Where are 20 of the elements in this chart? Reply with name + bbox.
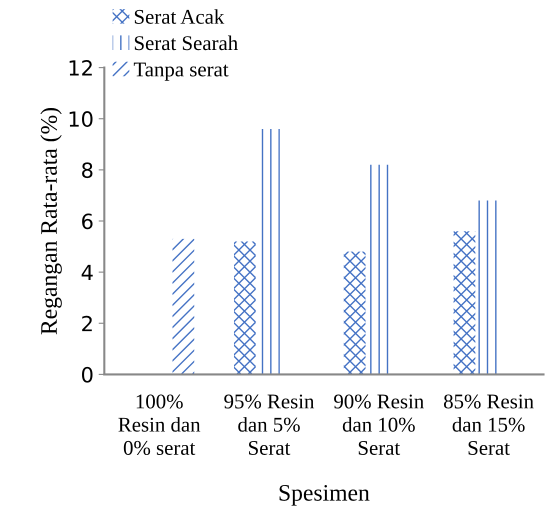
y-tick-label: 4 [82,264,93,280]
y-tick-label: 6 [82,213,93,230]
x-tick-label: 90% Resin dan 10% Serat [334,394,424,455]
x-tick-label: 85% Resin dan 15% Serat [444,394,534,455]
y-axis-title: Regangan Rata-rata (%) [40,108,62,334]
y-tick-label: 12 [70,60,92,76]
legend-label: Serat Acak [134,9,224,24]
bar [172,238,194,374]
x-tick-label: 95% Resin dan 5% Serat [224,394,314,455]
legend-label: Serat Searah [134,36,238,50]
y-tick-label: 2 [82,316,92,332]
bar [344,252,366,374]
bar [454,231,476,374]
y-tick-label: 0 [82,366,93,383]
x-tick-label: 100% Resin dan 0% serat [118,394,200,456]
x-axis-title: Spesimen [280,484,370,506]
y-tick-label: 8 [82,162,92,178]
y-tick-label: 10 [70,111,93,127]
legend-label: Tanpa serat [134,62,228,81]
bar [234,241,256,374]
